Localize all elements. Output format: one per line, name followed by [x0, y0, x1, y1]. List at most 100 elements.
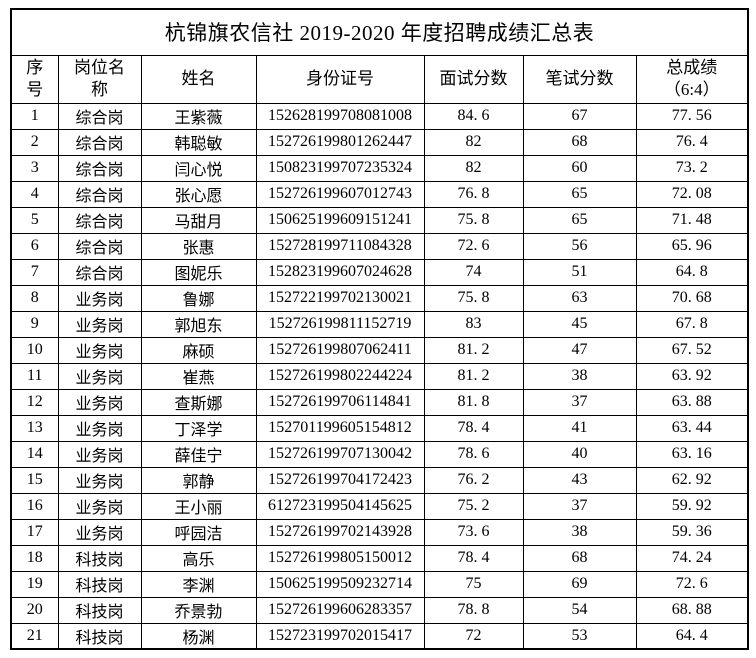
table-row: 20 科技岗 乔景勃 152726199606283357 78. 8 54 68. 88	[10, 596, 749, 624]
cell-total-score: 70. 68	[635, 284, 749, 312]
cell-id-number: 612723199504145625	[255, 492, 425, 520]
cell-position: 业务岗	[57, 336, 142, 364]
cell-id-number: 152726199811152719	[255, 310, 425, 338]
cell-position: 业务岗	[57, 414, 142, 442]
cell-total-score: 68. 88	[635, 596, 749, 624]
cell-id-number: 150625199609151241	[255, 206, 425, 234]
cell-total-score: 63. 92	[635, 362, 749, 390]
cell-interview-score: 78. 8	[423, 596, 524, 624]
cell-id-number: 152628199708081008	[255, 102, 425, 130]
table-row: 1 综合岗 王紫薇 152628199708081008 84. 6 67 77. 56	[10, 102, 749, 130]
header-id-number: 身份证号	[255, 54, 425, 104]
cell-id-number: 152726199607012743	[255, 180, 425, 208]
cell-name: 王紫薇	[140, 102, 257, 130]
cell-name: 高乐	[140, 544, 257, 572]
cell-total-score: 76. 4	[635, 128, 749, 156]
cell-total-score: 71. 48	[635, 206, 749, 234]
cell-serial: 1	[10, 102, 59, 130]
cell-written-score: 37	[522, 492, 637, 520]
cell-name: 查斯娜	[140, 388, 257, 416]
cell-serial: 9	[10, 310, 59, 338]
table-row: 3 综合岗 闫心悦 150823199707235324 82 60 73. 2	[10, 154, 749, 182]
cell-total-score: 63. 16	[635, 440, 749, 468]
cell-written-score: 53	[522, 622, 637, 650]
table-row: 6 综合岗 张惠 152728199711084328 72. 6 56 65. 96	[10, 232, 749, 260]
cell-id-number: 152726199802244224	[255, 362, 425, 390]
cell-interview-score: 82	[423, 128, 524, 156]
cell-serial: 17	[10, 518, 59, 546]
cell-written-score: 65	[522, 180, 637, 208]
cell-interview-score: 76. 2	[423, 466, 524, 494]
cell-name: 呼园洁	[140, 518, 257, 546]
table-row: 18 科技岗 高乐 152726199805150012 78. 4 68 74. 24	[10, 544, 749, 572]
cell-id-number: 152823199607024628	[255, 258, 425, 286]
cell-id-number: 152726199801262447	[255, 128, 425, 156]
cell-written-score: 65	[522, 206, 637, 234]
cell-total-score: 74. 24	[635, 544, 749, 572]
cell-total-score: 59. 36	[635, 518, 749, 546]
cell-serial: 19	[10, 570, 59, 598]
cell-position: 业务岗	[57, 440, 142, 468]
cell-total-score: 64. 8	[635, 258, 749, 286]
cell-interview-score: 75. 2	[423, 492, 524, 520]
cell-interview-score: 81. 2	[423, 336, 524, 364]
cell-interview-score: 83	[423, 310, 524, 338]
cell-position: 业务岗	[57, 518, 142, 546]
cell-serial: 7	[10, 258, 59, 286]
cell-written-score: 63	[522, 284, 637, 312]
score-table: 杭锦旗农信社 2019-2020 年度招聘成绩汇总表 序号岗位名称姓名 身份证号面…	[10, 8, 750, 650]
cell-name: 王小丽	[140, 492, 257, 520]
cell-id-number: 150823199707235324	[255, 154, 425, 182]
cell-written-score: 56	[522, 232, 637, 260]
cell-serial: 10	[10, 336, 59, 364]
cell-interview-score: 72. 6	[423, 232, 524, 260]
header-interview-score: 面试分数	[423, 54, 524, 104]
header-row: 序号岗位名称姓名 身份证号 面试分数 笔试分数 总成绩 （6:4）	[10, 54, 749, 104]
title-row: 杭锦旗农信社 2019-2020 年度招聘成绩汇总表	[10, 8, 749, 56]
table-row: 7 综合岗 图妮乐 152823199607024628 74 51 64. 8	[10, 258, 749, 286]
cell-written-score: 54	[522, 596, 637, 624]
table-row: 10 业务岗 麻硕 152726199807062411 81. 2 47 67. 52	[10, 336, 749, 364]
cell-written-score: 37	[522, 388, 637, 416]
cell-position: 科技岗	[57, 622, 142, 650]
cell-position: 综合岗	[57, 154, 142, 182]
cell-position: 综合岗	[57, 102, 142, 130]
cell-written-score: 38	[522, 518, 637, 546]
cell-total-score: 64. 4	[635, 622, 749, 650]
cell-name: 乔景勃	[140, 596, 257, 624]
cell-serial: 16	[10, 492, 59, 520]
cell-position: 综合岗	[57, 258, 142, 286]
cell-name: 张心愿	[140, 180, 257, 208]
cell-written-score: 47	[522, 336, 637, 364]
cell-interview-score: 82	[423, 154, 524, 182]
cell-written-score: 69	[522, 570, 637, 598]
cell-id-number: 152722199702130021	[255, 284, 425, 312]
cell-name: 丁泽学	[140, 414, 257, 442]
cell-id-number: 152726199702143928	[255, 518, 425, 546]
cell-interview-score: 75. 8	[423, 284, 524, 312]
header-written-score: 笔试分数	[522, 54, 637, 104]
cell-total-score: 62. 92	[635, 466, 749, 494]
cell-position: 综合岗	[57, 180, 142, 208]
cell-total-score: 73. 2	[635, 154, 749, 182]
cell-position: 综合岗	[57, 232, 142, 260]
cell-interview-score: 81. 2	[423, 362, 524, 390]
table-row: 2 综合岗 韩聪敏 152726199801262447 82 68 76. 4	[10, 128, 749, 156]
cell-name: 鲁娜	[140, 284, 257, 312]
cell-interview-score: 74	[423, 258, 524, 286]
cell-serial: 15	[10, 466, 59, 494]
cell-name: 韩聪敏	[140, 128, 257, 156]
cell-total-score: 72. 6	[635, 570, 749, 598]
cell-written-score: 43	[522, 466, 637, 494]
cell-position: 业务岗	[57, 492, 142, 520]
cell-name: 薛佳宁	[140, 440, 257, 468]
cell-name: 李渊	[140, 570, 257, 598]
cell-serial: 5	[10, 206, 59, 234]
cell-interview-score: 78. 6	[423, 440, 524, 468]
table-row: 21 科技岗 杨渊 152723199702015417 72 53 64. 4	[10, 622, 749, 650]
table-title: 杭锦旗农信社 2019-2020 年度招聘成绩汇总表	[10, 8, 749, 56]
cell-serial: 12	[10, 388, 59, 416]
cell-serial: 8	[10, 284, 59, 312]
cell-written-score: 60	[522, 154, 637, 182]
cell-written-score: 67	[522, 102, 637, 130]
